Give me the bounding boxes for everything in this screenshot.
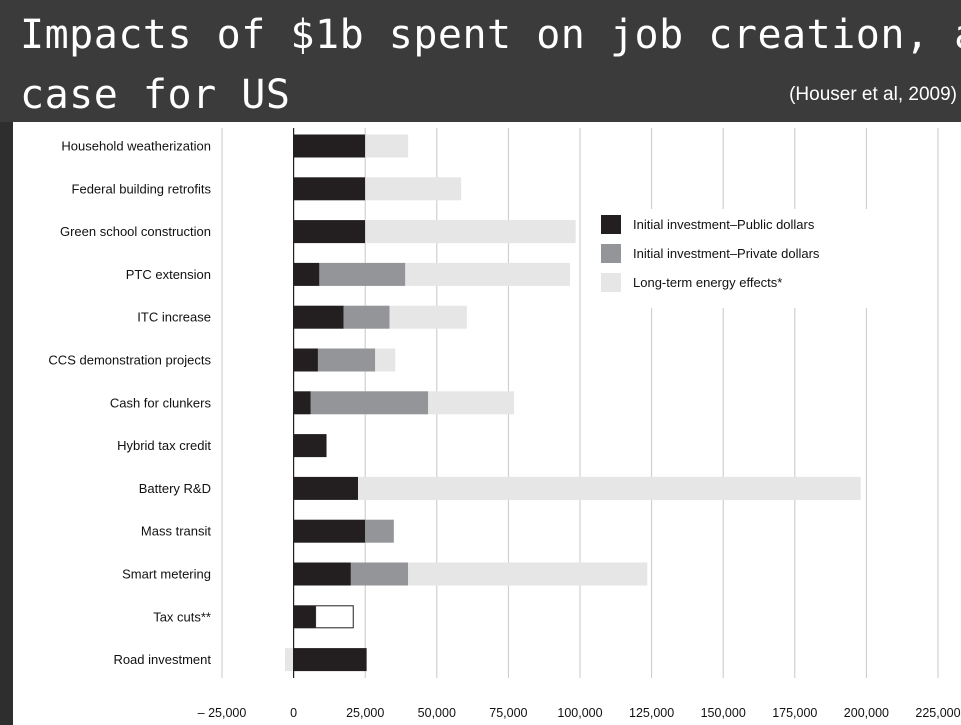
legend-label-0: Initial investment–Public dollars (633, 217, 815, 232)
bar-segment-4-0 (293, 305, 344, 329)
bar-segment-1-0 (293, 177, 366, 201)
legend-swatch-1 (601, 244, 621, 263)
bar-segment-11-0 (293, 605, 316, 629)
slide-title-line-2: case for US (20, 72, 291, 118)
source-citation: (Houser et al, 2009) (789, 84, 957, 105)
category-label-3: PTC extension (126, 267, 211, 282)
bar-segment-10-0 (293, 562, 351, 586)
category-label-5: CCS demonstration projects (48, 353, 211, 368)
legend-swatch-2 (601, 273, 621, 292)
category-label-11: Tax cuts** (153, 609, 211, 624)
bar-segment-0-2 (365, 134, 409, 158)
category-label-10: Smart metering (122, 567, 211, 582)
bar-segment-4-2 (389, 305, 467, 329)
bar-segment-3-0 (293, 262, 320, 286)
category-label-1: Federal building retrofits (72, 181, 212, 196)
category-label-0: Household weatherization (61, 139, 211, 154)
x-tick-label-10: 225,000 (915, 706, 960, 720)
bar-segment-1-2 (365, 177, 462, 201)
bar-segment-6-2 (428, 391, 515, 415)
x-tick-label-2: 25,000 (346, 706, 384, 720)
bar-segment-7-0 (293, 434, 327, 458)
bars: Household weatherization Federal building… (48, 134, 861, 672)
x-tick-label-3: 50,000 (418, 706, 456, 720)
bar-segment-3-2 (405, 262, 570, 286)
x-tick-labels: – 25,000 0 25,000 50,000 75,000 100,000 125,00… (198, 706, 961, 720)
x-tick-label-7: 150,000 (701, 706, 746, 720)
bar-segment-5-0 (293, 348, 318, 372)
legend-swatch-0 (601, 215, 621, 234)
category-label-12: Road investment (113, 652, 211, 667)
x-tick-label-6: 125,000 (629, 706, 674, 720)
x-tick-label-1: 0 (290, 706, 297, 720)
bar-segment-2-0 (293, 220, 366, 244)
title-band: Impacts of $1b spent on job creation, a … (0, 0, 961, 122)
bar-segment-6-0 (293, 391, 311, 415)
bar-segment-outlined-11-0 (315, 605, 354, 629)
x-tick-label-4: 75,000 (489, 706, 527, 720)
category-label-2: Green school construction (60, 224, 211, 239)
bar-segment-5-1 (317, 348, 376, 372)
legend-label-1: Initial investment–Private dollars (633, 246, 820, 261)
bar-segment-6-1 (310, 391, 429, 415)
x-tick-label-5: 100,000 (557, 706, 602, 720)
bar-segment-9-0 (293, 519, 366, 543)
bar-segment-12-2 (285, 648, 294, 672)
legend-label-2: Long-term energy effects* (633, 275, 782, 290)
bar-segment-10-1 (350, 562, 409, 586)
bar-segment-9-1 (365, 519, 394, 543)
category-label-9: Mass transit (141, 524, 211, 539)
bar-segment-5-2 (375, 348, 396, 372)
category-label-7: Hybrid tax credit (117, 438, 211, 453)
slide-title-line-1: Impacts of $1b spent on job creation, a (20, 12, 961, 58)
category-label-6: Cash for clunkers (110, 395, 212, 410)
bar-segment-8-2 (358, 476, 861, 500)
bar-segment-8-0 (293, 476, 359, 500)
bar-segment-0-0 (293, 134, 366, 158)
x-tick-label-0: – 25,000 (198, 706, 247, 720)
bar-segment-3-1 (319, 262, 406, 286)
bar-segment-2-2 (365, 220, 576, 244)
bar-segment-10-2 (408, 562, 648, 586)
bar-chart: Household weatherization Federal building… (48, 128, 961, 720)
legend-background (595, 209, 867, 308)
legend: Initial investment–Public dollars Initial… (595, 209, 867, 308)
x-tick-label-9: 200,000 (844, 706, 889, 720)
chart-panel: Household weatherization Federal building… (13, 122, 961, 725)
bar-segment-4-1 (343, 305, 390, 329)
category-label-8: Battery R&D (139, 481, 211, 496)
x-tick-label-8: 175,000 (772, 706, 817, 720)
category-label-4: ITC increase (137, 310, 211, 325)
bar-segment-12-0 (293, 648, 367, 672)
